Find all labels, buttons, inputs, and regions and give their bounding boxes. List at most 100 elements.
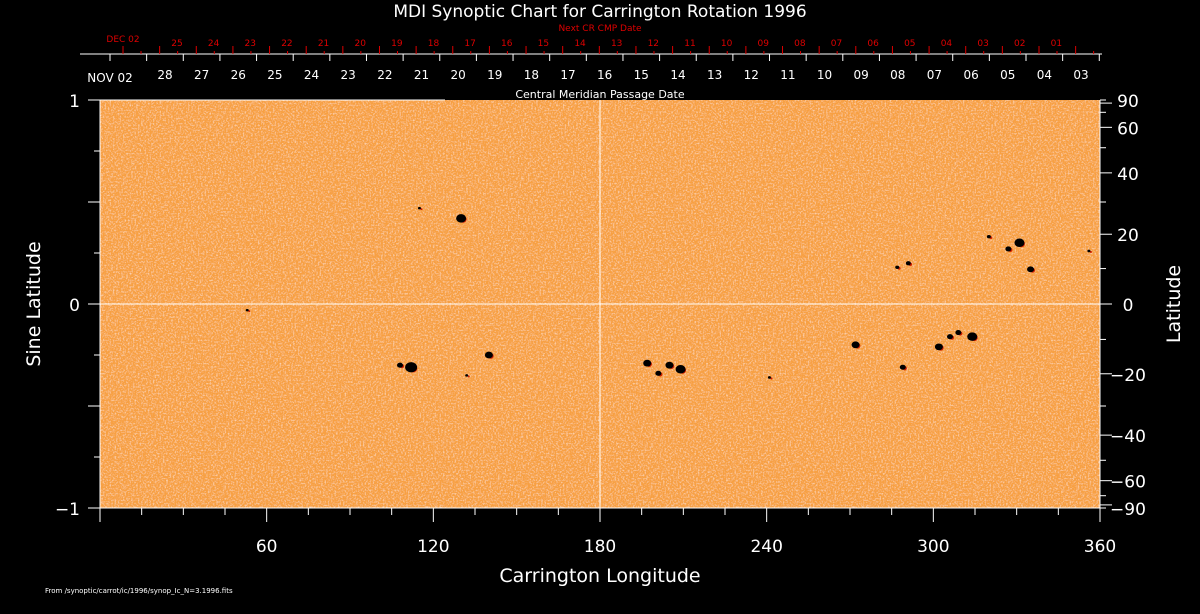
sunspot-halo xyxy=(467,375,470,378)
next-cmp-label: 13 xyxy=(611,39,622,49)
next-cmp-label: 22 xyxy=(281,39,292,49)
sunspot xyxy=(986,234,991,239)
sunspot xyxy=(895,265,900,269)
sunspot xyxy=(1027,266,1035,273)
next-cmp-label: 04 xyxy=(941,39,953,49)
sunspot xyxy=(934,343,943,351)
next-cmp-label: 12 xyxy=(648,39,659,49)
cmp-date-label: 06 xyxy=(963,68,978,82)
next-cmp-label: 16 xyxy=(501,39,513,49)
x-tick-label: 240 xyxy=(750,537,782,557)
next-cmp-label: 25 xyxy=(171,39,182,49)
next-cmp-label: 10 xyxy=(721,39,733,49)
cmp-date-label: 20 xyxy=(450,68,465,82)
sunspot xyxy=(456,214,467,223)
source-footer: From /synoptic/carrot/ic/1996/synop_Ic_N… xyxy=(45,587,233,595)
y-tick-label-right: −60 xyxy=(1110,473,1146,493)
next-cmp-label: 09 xyxy=(758,39,770,49)
x-tick-label: 60 xyxy=(256,537,278,557)
sunspot xyxy=(947,334,953,340)
y-tick-label-left: −1 xyxy=(55,500,80,520)
cmp-date-label: 27 xyxy=(194,68,209,82)
x-tick-label: 180 xyxy=(584,537,616,557)
cmp-date-label: 26 xyxy=(231,68,246,82)
cmp-date-label: 24 xyxy=(304,68,319,82)
sunspot xyxy=(484,351,493,359)
cmp-date-label: 11 xyxy=(780,68,795,82)
chart-title: MDI Synoptic Chart for Carrington Rotati… xyxy=(393,2,806,22)
sunspot xyxy=(417,206,421,210)
top-axis-label: Central Meridian Passage Date xyxy=(515,88,684,101)
next-cmp-label: 05 xyxy=(904,39,915,49)
next-cmp-label: 19 xyxy=(391,39,403,49)
cmp-date-first: NOV 02 xyxy=(87,71,133,85)
y-tick-label-right: −20 xyxy=(1110,366,1146,386)
sunspot xyxy=(405,362,418,373)
sunspot xyxy=(851,341,860,349)
next-cmp-label: 02 xyxy=(1014,39,1025,49)
next-cmp-label: 14 xyxy=(574,39,586,49)
cmp-date-label: 10 xyxy=(817,68,832,82)
cmp-date-label: 07 xyxy=(927,68,942,82)
y-tick-label-right: −40 xyxy=(1110,427,1146,447)
x-tick-label: 300 xyxy=(917,537,949,557)
cmp-date-label: 25 xyxy=(267,68,282,82)
y-tick-label-right: 60 xyxy=(1117,119,1139,139)
y-tick-label-right: 20 xyxy=(1117,226,1139,246)
sunspot xyxy=(905,261,911,266)
y-tick-label-left: 1 xyxy=(69,92,80,112)
sunspot-halo xyxy=(770,377,773,380)
next-cmp-label: 17 xyxy=(464,39,475,49)
next-cmp-label: 08 xyxy=(794,39,806,49)
cmp-date-label: 23 xyxy=(341,68,356,82)
y-axis-label-right: Latitude xyxy=(1163,265,1185,343)
cmp-date-label: 18 xyxy=(524,68,539,82)
cmp-date-label: 15 xyxy=(634,68,649,82)
y-tick-label-right: 40 xyxy=(1117,165,1139,185)
sunspot xyxy=(665,361,674,369)
next-cmp-label: 01 xyxy=(1051,39,1062,49)
cmp-date-label: 14 xyxy=(670,68,685,82)
next-cmp-first: DEC 02 xyxy=(106,35,139,45)
next-cmp-label: 21 xyxy=(318,39,329,49)
sunspot xyxy=(955,330,962,336)
next-cmp-label: 07 xyxy=(831,39,842,49)
next-cmp-label: 18 xyxy=(428,39,440,49)
sunspot xyxy=(655,370,662,376)
sunspot xyxy=(1087,249,1091,253)
next-cmp-label: 11 xyxy=(684,39,695,49)
sunspot-halo xyxy=(1089,250,1092,254)
cmp-date-label: 12 xyxy=(744,68,759,82)
cmp-date-label: 03 xyxy=(1073,68,1088,82)
sunspot xyxy=(397,362,403,368)
sunspot xyxy=(675,365,686,374)
next-cmp-label: 03 xyxy=(977,39,988,49)
cmp-date-label: 09 xyxy=(854,68,869,82)
cmp-date-label: 21 xyxy=(414,68,429,82)
cmp-date-label: 16 xyxy=(597,68,612,82)
sunspot xyxy=(967,332,978,341)
sunspot xyxy=(245,308,249,312)
cmp-date-label: 13 xyxy=(707,68,722,82)
cmp-date-label: 17 xyxy=(560,68,575,82)
next-cmp-label: 23 xyxy=(245,39,256,49)
next-cmp-label: 06 xyxy=(867,39,879,49)
x-tick-label: 120 xyxy=(417,537,449,557)
sunspot-halo xyxy=(248,310,251,313)
next-cmp-label: 15 xyxy=(538,39,549,49)
cmp-date-label: 22 xyxy=(377,68,392,82)
sunspot xyxy=(899,364,906,370)
sunspot xyxy=(465,374,469,377)
x-axis-label: Carrington Longitude xyxy=(499,565,700,587)
sunspot-halo xyxy=(420,208,423,211)
y-tick-label-right: 90 xyxy=(1117,92,1139,112)
y-axis-label-left: Sine Latitude xyxy=(23,241,45,366)
next-cmp-label: 24 xyxy=(208,39,220,49)
sunspot xyxy=(1005,246,1012,252)
sunspot xyxy=(643,359,652,367)
y-tick-label-right: 0 xyxy=(1123,296,1134,316)
cmp-date-label: 28 xyxy=(157,68,172,82)
cmp-date-label: 08 xyxy=(890,68,905,82)
sunspot xyxy=(1014,238,1025,248)
